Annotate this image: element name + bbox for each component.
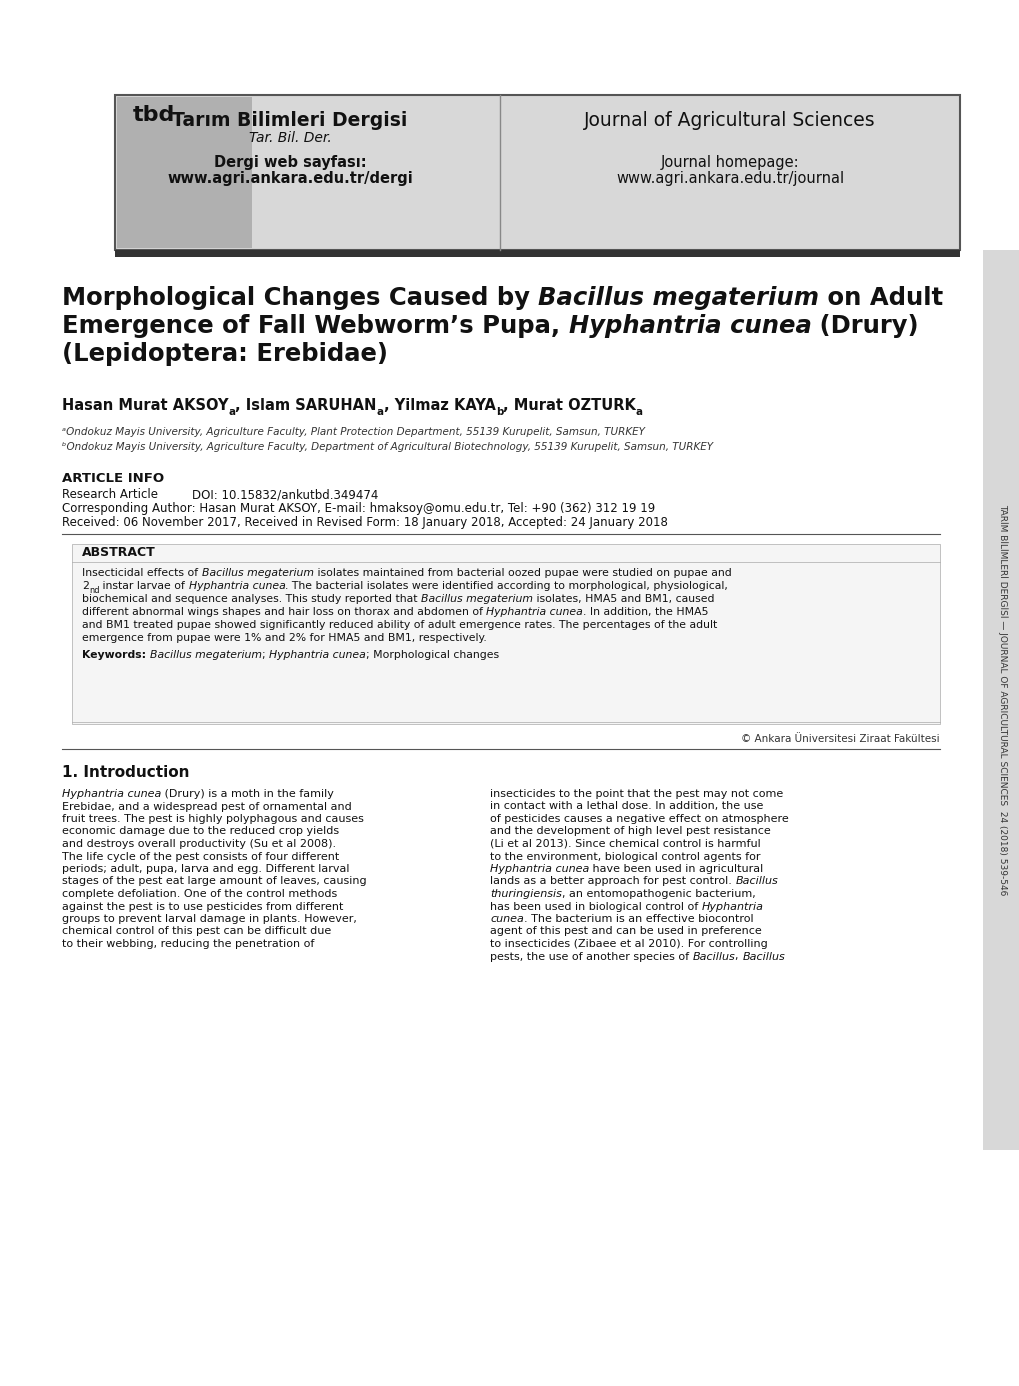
- Text: (Drury): (Drury): [811, 315, 918, 338]
- Text: Bacillus megaterium: Bacillus megaterium: [150, 650, 262, 660]
- Text: periods; adult, pupa, larva and egg. Different larval: periods; adult, pupa, larva and egg. Dif…: [62, 863, 350, 875]
- Text: tbd: tbd: [132, 105, 175, 125]
- Text: lands as a better approach for pest control.: lands as a better approach for pest cont…: [489, 876, 735, 887]
- Text: a: a: [636, 407, 642, 417]
- Text: thuringiensis: thuringiensis: [489, 888, 561, 900]
- Text: ABSTRACT: ABSTRACT: [82, 546, 156, 559]
- Text: Received: 06 November 2017, Received in Revised Form: 18 January 2018, Accepted:: Received: 06 November 2017, Received in …: [62, 516, 667, 529]
- Text: pests, the use of another species of: pests, the use of another species of: [489, 952, 692, 962]
- Text: biochemical and sequence analyses. This study reported that: biochemical and sequence analyses. This …: [82, 595, 421, 604]
- Text: Hyphantria: Hyphantria: [701, 901, 763, 912]
- Text: has been used in biological control of: has been used in biological control of: [489, 901, 701, 912]
- Text: stages of the pest eat large amount of leaves, causing: stages of the pest eat large amount of l…: [62, 876, 366, 887]
- Text: 2: 2: [82, 581, 89, 590]
- Text: to their webbing, reducing the penetration of: to their webbing, reducing the penetrati…: [62, 938, 314, 949]
- Text: ARTICLE INFO: ARTICLE INFO: [62, 473, 164, 485]
- Text: on Adult: on Adult: [818, 286, 943, 310]
- Text: . In addition, the HMA5: . In addition, the HMA5: [583, 607, 708, 617]
- Text: TARİM BİLİMLERİ DERGİSİ — JOURNAL OF AGRICULTURAL SCIENCES  24 (2018) 539-546: TARİM BİLİMLERİ DERGİSİ — JOURNAL OF AGR…: [997, 505, 1007, 895]
- Text: . The bacterium is an effective biocontrol: . The bacterium is an effective biocontr…: [524, 913, 753, 924]
- Text: , Yilmaz KAYA: , Yilmaz KAYA: [383, 398, 495, 413]
- Text: economic damage due to the reduced crop yields: economic damage due to the reduced crop …: [62, 826, 338, 837]
- Text: www.agri.ankara.edu.tr/journal: www.agri.ankara.edu.tr/journal: [615, 170, 844, 186]
- Text: Emergence of Fall Webworm’s Pupa,: Emergence of Fall Webworm’s Pupa,: [62, 315, 568, 338]
- Text: Hasan Murat AKSOY: Hasan Murat AKSOY: [62, 398, 228, 413]
- Text: complete defoliation. One of the control methods: complete defoliation. One of the control…: [62, 888, 337, 900]
- Text: Hyphantria cunea: Hyphantria cunea: [269, 650, 366, 660]
- Text: emergence from pupae were 1% and 2% for HMA5 and BM1, respectively.: emergence from pupae were 1% and 2% for …: [82, 633, 486, 643]
- Text: Journal homepage:: Journal homepage:: [660, 154, 799, 169]
- Text: fruit trees. The pest is highly polyphagous and causes: fruit trees. The pest is highly polyphag…: [62, 814, 364, 825]
- Text: Bacillus megaterium: Bacillus megaterium: [202, 568, 313, 578]
- Text: . The bacterial isolates were identified according to morphological, physiologic: . The bacterial isolates were identified…: [285, 581, 728, 590]
- Text: Morphological Changes Caused by: Morphological Changes Caused by: [62, 286, 538, 310]
- Text: Hyphantria cunea: Hyphantria cunea: [568, 315, 811, 338]
- Text: © Ankara Üniversitesi Ziraat Fakültesi: © Ankara Üniversitesi Ziraat Fakültesi: [741, 735, 940, 744]
- Text: (Drury) is a moth in the family: (Drury) is a moth in the family: [161, 789, 334, 798]
- Text: and BM1 treated pupae showed significantly reduced ability of adult emergence ra: and BM1 treated pupae showed significant…: [82, 620, 716, 631]
- Text: , an entomopathogenic bacterium,: , an entomopathogenic bacterium,: [561, 888, 755, 900]
- Text: groups to prevent larval damage in plants. However,: groups to prevent larval damage in plant…: [62, 913, 357, 924]
- Text: Hyphantria cunea: Hyphantria cunea: [486, 607, 583, 617]
- Text: Bacillus megaterium: Bacillus megaterium: [421, 595, 533, 604]
- Text: instar larvae of: instar larvae of: [99, 581, 189, 590]
- Text: , Islam SARUHAN: , Islam SARUHAN: [235, 398, 376, 413]
- Text: Dergi web sayfası:: Dergi web sayfası:: [213, 154, 366, 169]
- Text: b: b: [495, 407, 502, 417]
- Text: nd: nd: [89, 586, 99, 595]
- Text: cunea: cunea: [489, 913, 524, 924]
- Text: of pesticides causes a negative effect on atmosphere: of pesticides causes a negative effect o…: [489, 814, 788, 825]
- Text: Erebidae, and a widespread pest of ornamental and: Erebidae, and a widespread pest of ornam…: [62, 801, 352, 811]
- Text: Corresponding Author: Hasan Murat AKSOY, E-mail: hmaksoy@omu.edu.tr, Tel: +90 (3: Corresponding Author: Hasan Murat AKSOY,…: [62, 502, 654, 516]
- Text: , Murat OZTURK: , Murat OZTURK: [502, 398, 636, 413]
- Text: ᵃOndokuz Mayis University, Agriculture Faculty, Plant Protection Department, 551: ᵃOndokuz Mayis University, Agriculture F…: [62, 427, 644, 437]
- Bar: [982, 249, 1019, 1150]
- Text: have been used in agricultural: have been used in agricultural: [589, 863, 763, 875]
- Bar: [115, 96, 959, 249]
- Bar: [72, 543, 940, 723]
- Text: Bacillus: Bacillus: [692, 952, 735, 962]
- Text: Keywords:: Keywords:: [82, 650, 150, 660]
- Text: agent of this pest and can be used in preference: agent of this pest and can be used in pr…: [489, 926, 761, 937]
- Text: (Li et al 2013). Since chemical control is harmful: (Li et al 2013). Since chemical control …: [489, 839, 760, 850]
- Text: isolates maintained from bacterial oozed pupae were studied on pupae and: isolates maintained from bacterial oozed…: [313, 568, 731, 578]
- Text: ᵇOndokuz Mayis University, Agriculture Faculty, Department of Agricultural Biote: ᵇOndokuz Mayis University, Agriculture F…: [62, 442, 712, 452]
- Text: insecticides to the point that the pest may not come: insecticides to the point that the pest …: [489, 789, 783, 798]
- Text: www.agri.ankara.edu.tr/dergi: www.agri.ankara.edu.tr/dergi: [167, 170, 413, 186]
- Text: Research Article: Research Article: [62, 488, 158, 500]
- Text: to the environment, biological control agents for: to the environment, biological control a…: [489, 851, 760, 862]
- Bar: [117, 97, 252, 248]
- Text: and destroys overall productivity (Su et al 2008).: and destroys overall productivity (Su et…: [62, 839, 336, 850]
- Text: a: a: [228, 407, 235, 417]
- Text: The life cycle of the pest consists of four different: The life cycle of the pest consists of f…: [62, 851, 339, 862]
- Text: chemical control of this pest can be difficult due: chemical control of this pest can be dif…: [62, 926, 331, 937]
- Text: Bacillus: Bacillus: [735, 876, 777, 887]
- Text: Tarım Bilimleri Dergisi: Tarım Bilimleri Dergisi: [172, 111, 408, 129]
- Text: and the development of high level pest resistance: and the development of high level pest r…: [489, 826, 770, 837]
- Text: Journal of Agricultural Sciences: Journal of Agricultural Sciences: [584, 111, 875, 129]
- Text: Hyphantria cunea: Hyphantria cunea: [62, 789, 161, 798]
- Text: Tar. Bil. Der.: Tar. Bil. Der.: [249, 132, 331, 146]
- Text: isolates, HMA5 and BM1, caused: isolates, HMA5 and BM1, caused: [533, 595, 713, 604]
- Text: a: a: [376, 407, 383, 417]
- Text: ;: ;: [262, 650, 269, 660]
- Text: Bacillus: Bacillus: [742, 952, 785, 962]
- Text: (Lepidoptera: Erebidae): (Lepidoptera: Erebidae): [62, 342, 387, 366]
- Text: to insecticides (Zibaee et al 2010). For controlling: to insecticides (Zibaee et al 2010). For…: [489, 938, 767, 949]
- Bar: [115, 249, 959, 256]
- Text: 1. Introduction: 1. Introduction: [62, 765, 190, 780]
- Text: in contact with a lethal dose. In addition, the use: in contact with a lethal dose. In additi…: [489, 801, 762, 811]
- Text: against the pest is to use pesticides from different: against the pest is to use pesticides fr…: [62, 901, 343, 912]
- Text: ; Morphological changes: ; Morphological changes: [366, 650, 498, 660]
- Text: different abnormal wings shapes and hair loss on thorax and abdomen of: different abnormal wings shapes and hair…: [82, 607, 486, 617]
- Text: Bacillus megaterium: Bacillus megaterium: [538, 286, 818, 310]
- Text: ,: ,: [735, 952, 742, 962]
- Text: Hyphantria cunea: Hyphantria cunea: [189, 581, 285, 590]
- Text: DOI: 10.15832/ankutbd.349474: DOI: 10.15832/ankutbd.349474: [192, 488, 378, 500]
- Text: Hyphantria cunea: Hyphantria cunea: [489, 863, 589, 875]
- Text: Insecticidal effects of: Insecticidal effects of: [82, 568, 202, 578]
